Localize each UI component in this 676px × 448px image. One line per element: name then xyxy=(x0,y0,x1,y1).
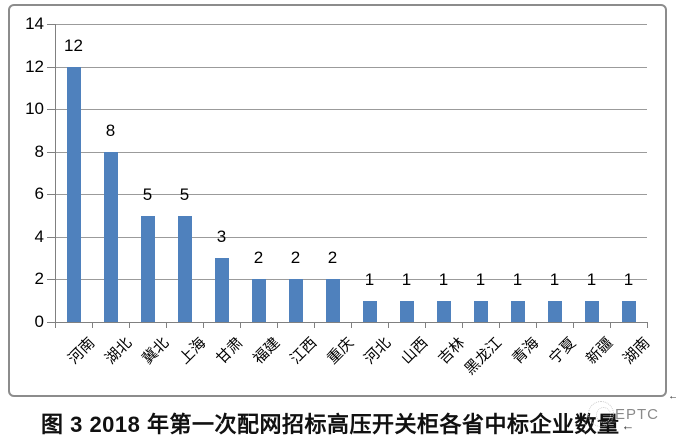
chart-frame xyxy=(8,4,667,397)
figure-caption: 图 3 2018 年第一次配网招标高压开关柜各省中标企业数量 ← xyxy=(0,407,676,439)
paragraph-return-mark: ← xyxy=(621,418,635,433)
paragraph-return-mark: ← xyxy=(668,390,676,402)
caption-text: 图 3 2018 年第一次配网招标高压开关柜各省中标企业数量 xyxy=(40,412,620,437)
